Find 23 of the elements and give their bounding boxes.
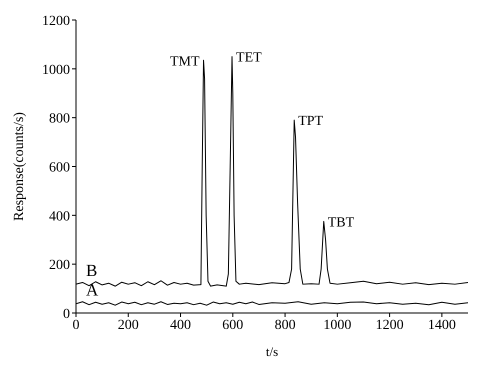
x-tick-label: 400 — [170, 318, 192, 333]
annotation: TPT — [298, 114, 324, 130]
x-tick-label: 600 — [222, 318, 244, 333]
annotation: TMT — [170, 54, 200, 70]
y-tick-label: 800 — [49, 112, 70, 127]
series-label: A — [86, 280, 99, 300]
y-tick-label: 1000 — [42, 62, 70, 78]
y-tick-label: 1200 — [42, 14, 70, 29]
y-tick-label: 600 — [49, 160, 70, 176]
y-tick-label: 200 — [49, 258, 70, 274]
annotation: TET — [236, 50, 262, 66]
y-tick-label: 400 — [49, 209, 70, 224]
x-tick-label: 0 — [72, 318, 80, 333]
x-tick-label: 1400 — [428, 318, 456, 333]
x-axis-title: t/s — [266, 344, 278, 359]
x-tick-label: 200 — [118, 318, 139, 333]
y-axis-title: Response(counts/s) — [12, 112, 27, 221]
x-tick-label: 800 — [274, 318, 296, 333]
y-tick-label: 0 — [63, 306, 70, 322]
x-tick-label: 1000 — [323, 318, 352, 333]
annotation: TBT — [328, 215, 355, 230]
x-tick-label: 1200 — [376, 318, 404, 333]
series-label: B — [86, 261, 98, 280]
